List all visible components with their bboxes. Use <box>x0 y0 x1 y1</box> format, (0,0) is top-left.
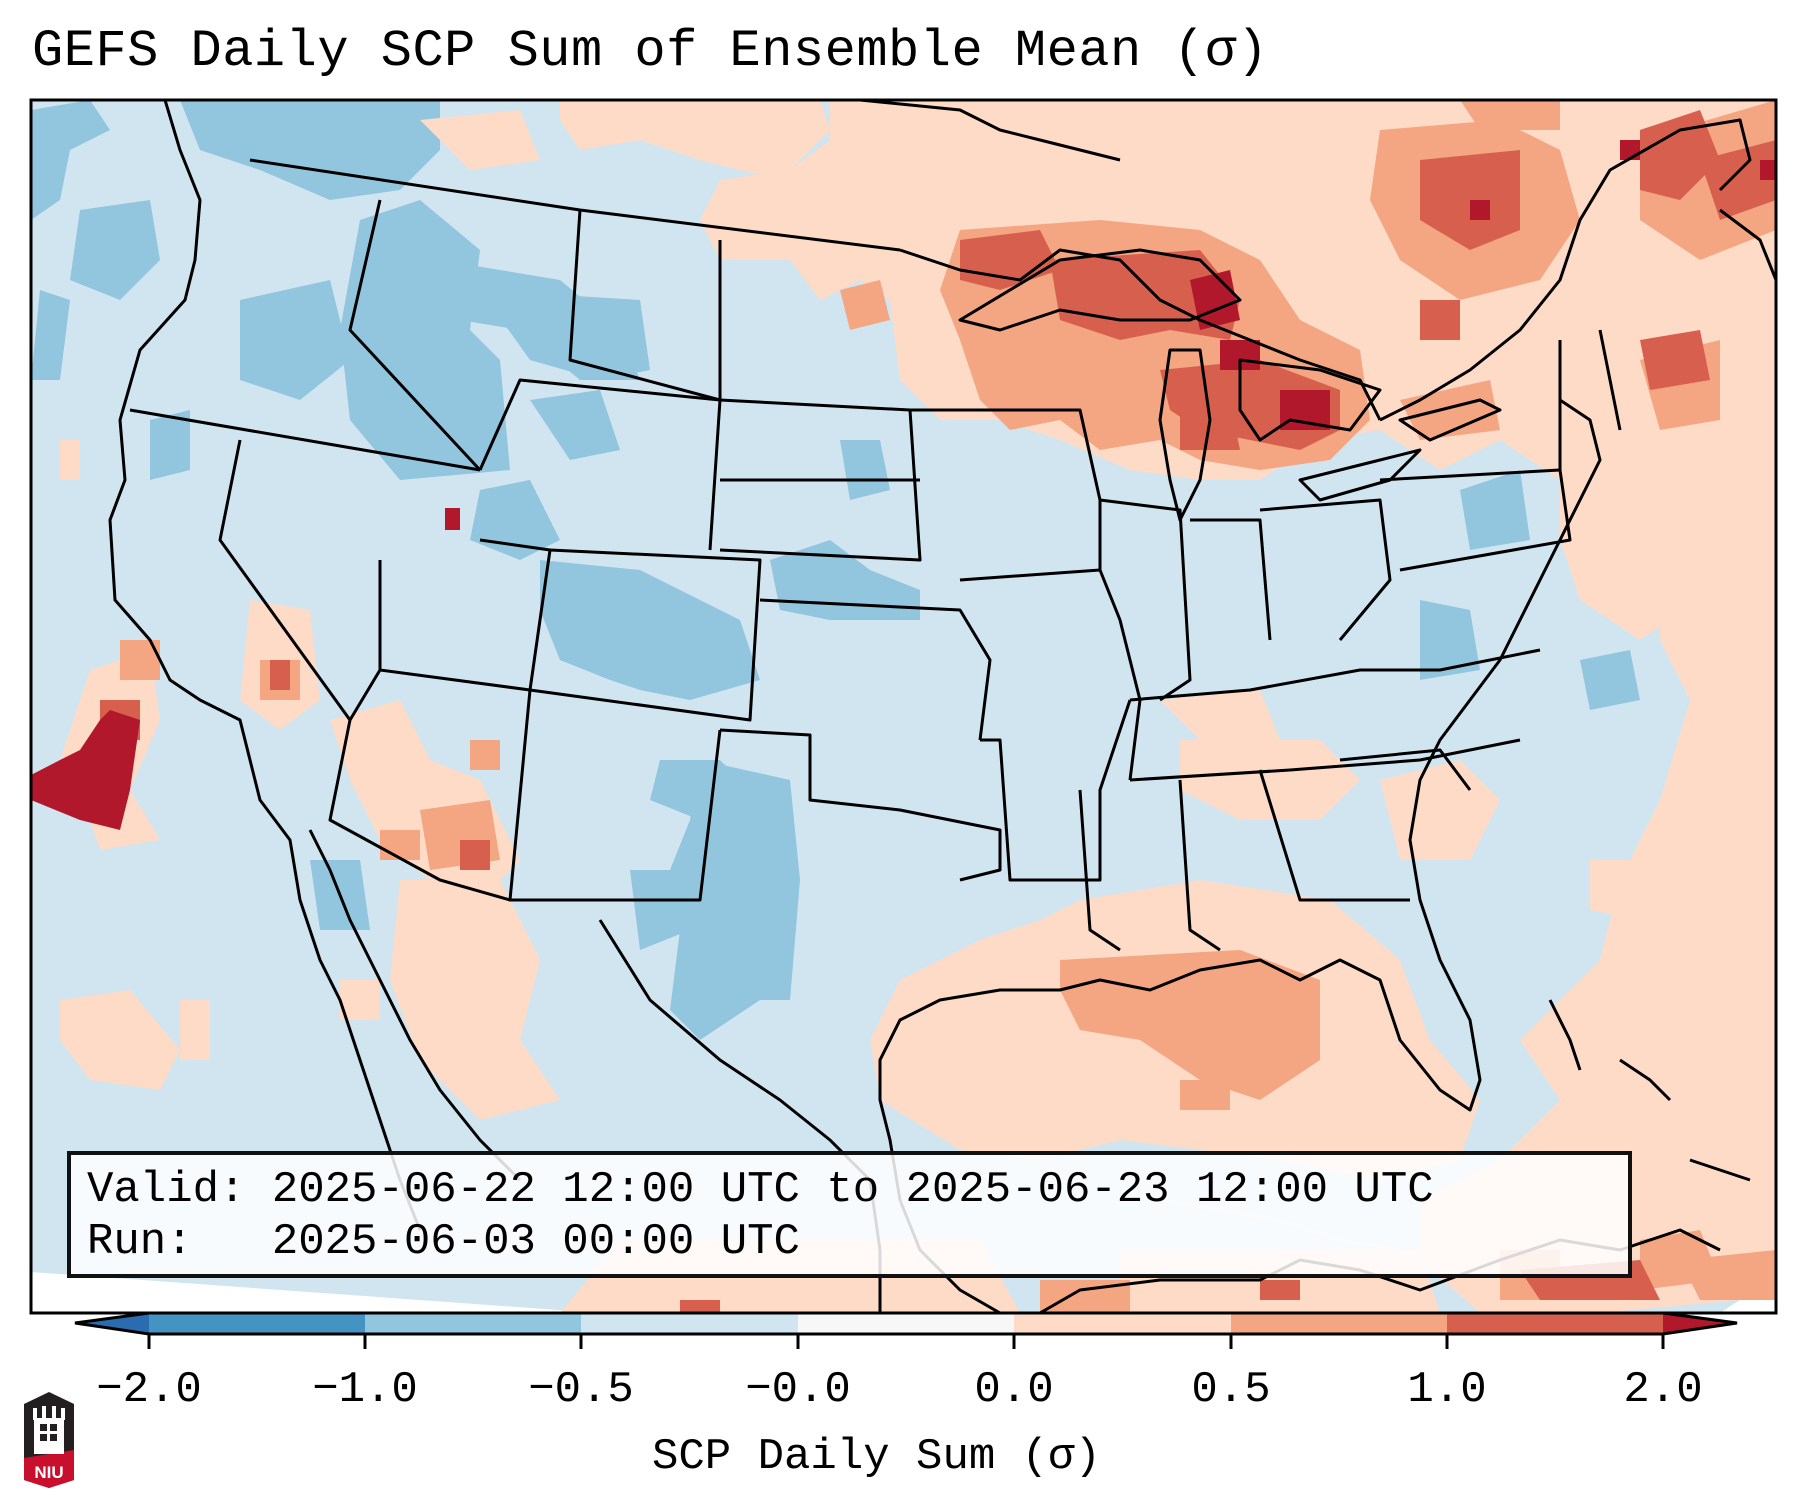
logo-red-band <box>24 1450 74 1488</box>
oklahoma <box>719 728 1002 882</box>
nh-me <box>1598 329 1622 431</box>
colorbar-bin <box>365 1314 581 1333</box>
chart-title: GEFS Daily SCP Sum of Ensemble Mean (σ) <box>32 22 1269 81</box>
south-carolina <box>1339 748 1472 791</box>
kansas <box>759 598 992 741</box>
nevada <box>218 439 352 721</box>
great-lakes-north <box>899 248 1382 421</box>
colorbar-extend-low <box>75 1314 149 1333</box>
idaho-border <box>348 199 482 472</box>
lake-huron <box>1238 358 1382 442</box>
lake-superior <box>958 248 1242 332</box>
or-nv-border <box>129 408 481 472</box>
new-mexico <box>508 689 722 902</box>
west-coastline <box>108 100 422 1231</box>
map-field <box>31 100 1776 1313</box>
alabama <box>1178 779 1221 952</box>
hispaniola <box>1689 1158 1751 1182</box>
projection-edge-left <box>31 1272 600 1313</box>
lake-michigan <box>1158 348 1212 522</box>
kentucky <box>1129 648 1541 702</box>
canada-border-north <box>859 100 1121 162</box>
valid-line: Valid: 2025-06-22 12:00 UTC to 2025-06-2… <box>87 1165 1434 1215</box>
bahamas-2 <box>1619 1058 1672 1102</box>
valid-label: Valid: <box>87 1165 246 1215</box>
montana <box>568 209 721 402</box>
lake-erie <box>1298 448 1422 502</box>
st-lawrence-coast <box>1379 118 1752 422</box>
colorbar-tick-label: 0.0 <box>974 1365 1054 1415</box>
run-label: Run: <box>87 1217 193 1267</box>
run-line: Run: 2025-06-03 00:00 UTC <box>87 1217 800 1267</box>
colorbar-label: SCP Daily Sum (σ) <box>652 1432 1101 1482</box>
colorbar-bin <box>149 1314 365 1333</box>
colorbar-tick-label: 1.0 <box>1407 1365 1487 1415</box>
logo-text: NIU <box>34 1463 63 1482</box>
tennessee <box>1129 738 1521 782</box>
baja-gulf-coast <box>308 829 522 1182</box>
red-anomaly-patches-extreme <box>31 140 1776 830</box>
missouri-east <box>1098 569 1142 781</box>
lake-ontario <box>1398 398 1502 442</box>
colorbar-tick-label: 0.5 <box>1191 1365 1271 1415</box>
valid-value: 2025-06-22 12:00 UTC to 2025-06-23 12:00… <box>271 1165 1434 1215</box>
colorado <box>529 548 762 722</box>
pennsylvania <box>1379 468 1572 572</box>
colorbar-bin <box>1231 1314 1447 1333</box>
blue-anomaly-patches <box>31 100 1740 1040</box>
georgia <box>1258 769 1410 902</box>
east-gulf-coastline <box>878 398 1602 1313</box>
colorbar-tick-label: −0.5 <box>528 1365 634 1415</box>
colorbar-tick-label: 2.0 <box>1623 1365 1703 1415</box>
wyoming <box>478 378 722 551</box>
ohio <box>1259 498 1392 641</box>
arizona <box>328 669 511 902</box>
mississippi <box>1078 789 1121 952</box>
colorbar-tick-label: −0.0 <box>745 1365 851 1415</box>
colorbar <box>74 1311 1738 1349</box>
colorbar-ticks <box>147 1334 1665 1349</box>
colorbar-tick-label: −1.0 <box>312 1365 418 1415</box>
boundaries <box>108 100 1776 1313</box>
niu-logo: NIU <box>24 1392 74 1488</box>
colorbar-tick-label: −2.0 <box>96 1365 202 1415</box>
colorbar-bin <box>1447 1314 1663 1333</box>
colorbar-bin <box>581 1314 798 1333</box>
arkansas <box>980 699 1132 882</box>
validity-info-box: Valid: 2025-06-22 12:00 UTC to 2025-06-2… <box>67 1151 1632 1278</box>
castle-tower-icon <box>33 1406 65 1454</box>
maritimes-coast <box>1719 208 1776 281</box>
projection-edge-right <box>1720 1270 1776 1313</box>
illinois <box>1099 498 1192 702</box>
run-value: 2025-06-03 00:00 UTC <box>271 1217 800 1267</box>
colorbar-bin <box>798 1314 1014 1333</box>
indiana <box>1190 518 1272 641</box>
colorbar-bin <box>1014 1314 1231 1333</box>
colorbar-extend-high <box>1663 1314 1737 1333</box>
bahamas <box>1548 999 1582 1071</box>
